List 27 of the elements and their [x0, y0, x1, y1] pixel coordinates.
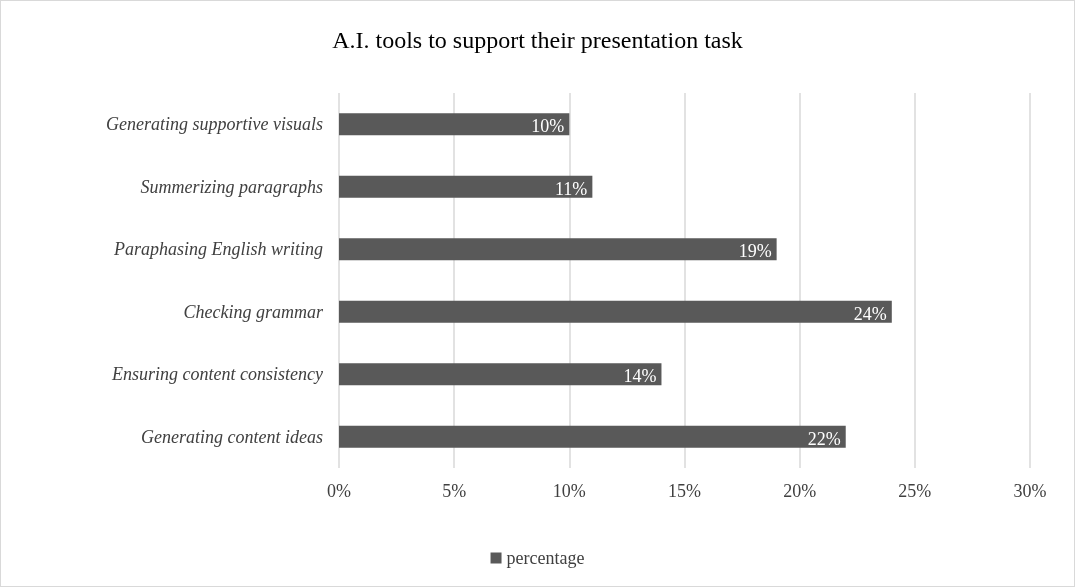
chart-title: A.I. tools to support their presentation task	[332, 27, 743, 53]
y-tick-label: Generating supportive visuals	[106, 114, 323, 135]
x-tick-label: 25%	[898, 481, 932, 501]
x-tick-label: 20%	[783, 481, 817, 501]
x-tick-label: 0%	[327, 481, 351, 501]
y-tick-label: Generating content ideas	[141, 426, 323, 447]
y-tick-label: Paraphasing English writing	[112, 239, 323, 260]
y-tick-label: Summerizing paragraphs	[140, 176, 323, 197]
x-tick-label: 10%	[552, 481, 586, 501]
x-tick-label: 15%	[668, 481, 701, 501]
bar	[339, 300, 892, 323]
data-label: 11%	[555, 178, 588, 199]
data-label: 24%	[853, 303, 887, 324]
data-label: 10%	[531, 116, 565, 137]
data-label: 19%	[738, 241, 772, 262]
legend-label: percentage	[506, 548, 585, 568]
bar	[339, 175, 593, 198]
x-tick-label: 5%	[442, 481, 467, 501]
y-tick-label: Ensuring content consistency	[111, 364, 323, 385]
x-tick-label: 30%	[1013, 481, 1047, 501]
data-label: 14%	[623, 366, 657, 387]
bar	[339, 113, 570, 136]
data-label: 22%	[807, 428, 841, 449]
bar	[339, 425, 846, 448]
bar	[339, 363, 662, 386]
y-tick-label: Checking grammar	[183, 301, 324, 322]
bar	[339, 238, 777, 261]
